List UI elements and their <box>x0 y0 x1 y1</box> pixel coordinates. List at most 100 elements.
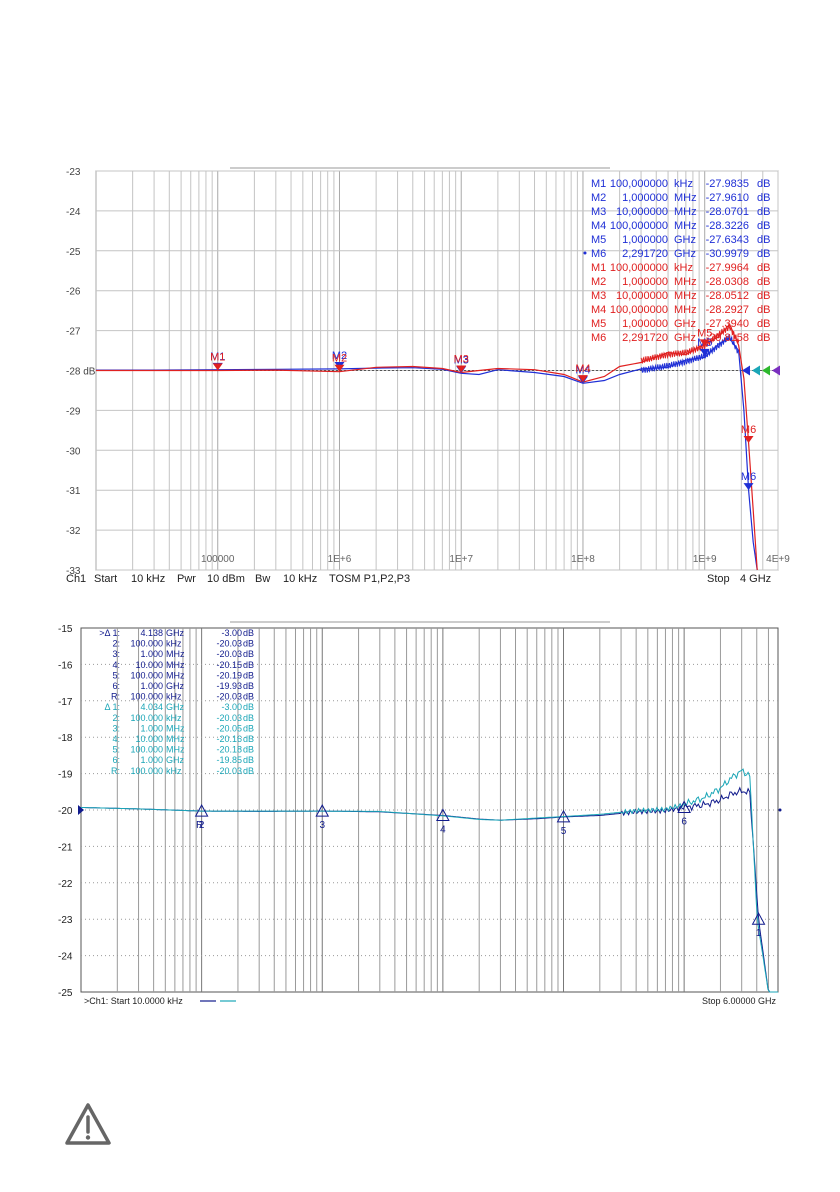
y-tick-label: -22 <box>58 879 73 890</box>
marker-triangle-M6 <box>743 435 754 443</box>
readout-value: -28.2927 <box>706 304 749 316</box>
readout-x: 1.000 <box>140 681 163 691</box>
readout-id: M6 <box>591 248 606 260</box>
chart-2: -15 -16 -17 -18 -19 -20 -21 -22 -23 -24 -25 2R 3 4 5 6 1… <box>58 621 782 1006</box>
readout-value: -27.3940 <box>706 318 749 330</box>
readout-unit: GHz <box>166 702 185 712</box>
readout-x: 100.000 <box>130 713 163 723</box>
y-tick-label: -29 <box>66 406 81 417</box>
readout-id: 6: <box>112 755 120 765</box>
readout-x: 100.000 <box>130 766 163 776</box>
readout-id: M1 <box>591 178 606 190</box>
readout-x: 1,000000 <box>622 234 668 246</box>
y-tick-label: -21 <box>58 842 73 853</box>
y-tick-label: -30 <box>66 446 81 457</box>
readout-x: 4.138 <box>140 628 163 638</box>
warning-triangle-icon <box>64 1102 112 1151</box>
readout-id: 2: <box>112 713 120 723</box>
delta-marker-6 <box>677 800 691 813</box>
y-tick-label: -33 <box>66 566 81 577</box>
readout-x: 1.000 <box>140 723 163 733</box>
marker-label-M6: M6 <box>741 471 756 483</box>
marker-label-M1: M1 <box>210 351 225 363</box>
reference-dot <box>778 808 782 812</box>
readout-db: dB <box>757 220 770 232</box>
readout-db: dB <box>757 248 770 260</box>
marker-triangle-M2 <box>334 364 345 372</box>
readout-db: dB <box>757 290 770 302</box>
marker-triangle-M5 <box>699 339 710 347</box>
marker-label-M5: M5 <box>697 327 712 339</box>
delta-marker-4 <box>436 808 450 821</box>
readout-db: dB <box>243 628 254 638</box>
footer-text-1: Start <box>94 573 117 585</box>
readout-value: -28.3226 <box>706 220 749 232</box>
readout-value: -3.00 <box>221 628 242 638</box>
footer-text-0: Ch1 <box>66 573 86 585</box>
y-tick-label: -23 <box>66 167 81 178</box>
readout-id: M4 <box>591 304 606 316</box>
readout-value: -20.18 <box>216 745 242 755</box>
y-tick-label: -27 <box>66 327 81 338</box>
readout-id: M1 <box>591 262 606 274</box>
marker-triangle-M1 <box>212 363 223 371</box>
readout-unit: kHz <box>166 713 182 723</box>
readout-value: -28.0308 <box>706 276 749 288</box>
readout-id: 2: <box>112 639 120 649</box>
footer-text-9: 4 GHz <box>740 573 771 585</box>
y-tick-label: -32 <box>66 526 81 537</box>
readout-unit: MHz <box>166 649 185 659</box>
readout-value: -30.9979 <box>706 248 749 260</box>
readout-unit: MHz <box>166 660 185 670</box>
readout-x: 100,000000 <box>610 262 668 274</box>
readout-value: -20.03 <box>216 766 242 776</box>
readout-db: dB <box>757 206 770 218</box>
marker-label-M4: M4 <box>575 363 590 375</box>
delta-marker-label-3: 3 <box>319 820 325 831</box>
readout-id: 3: <box>112 649 120 659</box>
readout-unit: kHz <box>674 262 693 274</box>
y-tick-label: -16 <box>58 660 73 671</box>
readout-db: dB <box>243 649 254 659</box>
marker-triangle-M4 <box>577 375 588 383</box>
series-line-teal <box>81 768 778 993</box>
readout-value: -20.16 <box>216 734 242 744</box>
footer-right: Stop 6.00000 GHz <box>702 996 777 1006</box>
readout-unit: MHz <box>674 220 697 232</box>
readout-unit: MHz <box>166 745 185 755</box>
readout-value: -27.6343 <box>706 234 749 246</box>
readout-db: dB <box>243 734 254 744</box>
marker-label-M4: M4 <box>575 364 590 376</box>
readout-x: 10,000000 <box>616 290 668 302</box>
readout-x: 1.000 <box>140 755 163 765</box>
x-tick-label: 100000 <box>201 554 235 565</box>
readout-unit: GHz <box>166 628 185 638</box>
y-tick-label: -19 <box>58 770 73 781</box>
readout-unit: GHz <box>166 681 185 691</box>
readout-id: M2 <box>591 192 606 204</box>
y-tick-label: -20 <box>58 806 73 817</box>
readout-unit: kHz <box>166 639 182 649</box>
readout-id: M6 <box>591 332 606 344</box>
y-tick-label: -17 <box>58 697 73 708</box>
readout-unit: MHz <box>674 276 697 288</box>
readout-unit: MHz <box>674 304 697 316</box>
delta-marker-label-4: 4 <box>440 824 446 835</box>
y-tick-label: -24 <box>66 207 81 218</box>
marker-label-M2: M2 <box>332 350 347 362</box>
y-tick-label: -18 <box>58 733 73 744</box>
readout-db: dB <box>243 639 254 649</box>
readout-db: dB <box>243 755 254 765</box>
readout-x: 100.000 <box>130 670 163 680</box>
readout-id: Δ 1: <box>104 702 120 712</box>
reference-arrow-2 <box>762 365 770 376</box>
readout-db: dB <box>243 692 254 702</box>
delta-marker-3 <box>315 804 330 817</box>
readout-value: -27.9835 <box>706 178 749 190</box>
readout-db: dB <box>757 192 770 204</box>
marker-label-M1: M1 <box>210 351 225 363</box>
readout-id: M5 <box>591 318 606 330</box>
readout-db: dB <box>757 332 770 344</box>
delta-marker-label-1: 1 <box>756 928 762 939</box>
readout-db: dB <box>243 745 254 755</box>
